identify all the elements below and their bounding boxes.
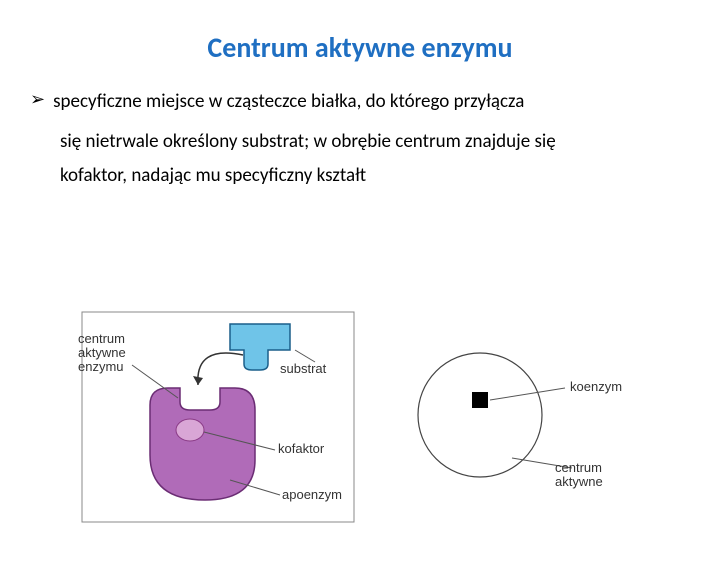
bullet-arrow-icon: ➢ — [30, 85, 45, 113]
label-coenzyme: koenzym — [570, 380, 622, 394]
diagram-svg — [80, 310, 640, 540]
label-cofactor: kofaktor — [278, 442, 324, 456]
bullet-text-1: specyficzne miejsce w cząsteczce białka,… — [53, 85, 524, 119]
diagram-area: centrum aktywne enzymu substrat kofaktor… — [80, 310, 640, 540]
label-substrate: substrat — [280, 362, 326, 376]
label-active-center-2: centrum aktywne — [555, 461, 640, 489]
page-title: Centrum aktywne enzymu — [0, 30, 720, 65]
bullet-line-1: ➢ specyficzne miejsce w cząsteczce białk… — [30, 85, 690, 119]
label-active-center: centrum aktywne enzymu — [78, 332, 126, 374]
bullet-area: ➢ specyficzne miejsce w cząsteczce białk… — [0, 85, 720, 193]
bullet-text-3: kofaktor, nadając mu specyficzny kształt — [30, 159, 690, 193]
bullet-text-2: się nietrwale określony substrat; w obrę… — [30, 125, 690, 159]
label-apoenzyme: apoenzym — [282, 488, 342, 502]
